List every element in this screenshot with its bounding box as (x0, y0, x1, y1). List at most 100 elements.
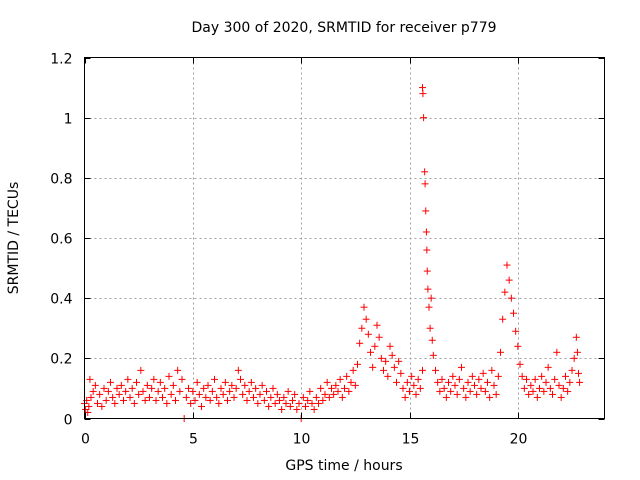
data-point (191, 396, 199, 404)
data-point (124, 375, 132, 383)
data-point (310, 405, 318, 413)
data-point (334, 387, 342, 395)
data-point (89, 387, 97, 395)
data-point (230, 393, 238, 401)
data-point (343, 372, 351, 380)
data-point (473, 390, 481, 398)
chart-title: Day 300 of 2020, SRMTID for receiver p77… (191, 20, 496, 36)
data-point (115, 390, 123, 398)
data-point (382, 357, 390, 365)
data-point (424, 285, 432, 293)
y-tick-label: 0.4 (50, 292, 72, 308)
data-point (428, 336, 436, 344)
data-point (135, 390, 143, 398)
data-point (178, 375, 186, 383)
data-point (252, 384, 260, 392)
data-point (91, 381, 99, 389)
data-point (384, 372, 392, 380)
x-tick-label: 10 (293, 432, 311, 448)
data-point (358, 324, 366, 332)
data-point (531, 375, 539, 383)
data-point (286, 402, 294, 410)
data-point (347, 378, 355, 386)
data-point (475, 375, 483, 383)
data-point (302, 402, 309, 410)
data-point (284, 387, 292, 395)
data-point (215, 399, 223, 407)
data-point (100, 384, 108, 392)
data-point (85, 402, 93, 410)
data-point (468, 372, 476, 380)
data-point (130, 399, 138, 407)
data-point (451, 381, 459, 389)
data-point (447, 387, 455, 395)
data-point (388, 351, 396, 359)
data-point (328, 384, 335, 392)
data-point (159, 393, 166, 401)
data-point (267, 393, 275, 401)
data-point (419, 366, 426, 374)
data-point (174, 366, 182, 374)
data-point (319, 396, 327, 404)
axis-ticks: 0 5 10 15 20 0 0.2 0.4 0.6 0.8 1 1.2 (50, 52, 605, 448)
data-point (226, 387, 234, 395)
data-point (273, 390, 281, 398)
data-point (176, 387, 184, 395)
data-point (139, 387, 147, 395)
data-point (265, 402, 273, 410)
data-point (546, 384, 554, 392)
data-point (486, 393, 494, 401)
data-point (321, 390, 329, 398)
data-point (133, 378, 140, 386)
data-point (488, 366, 496, 374)
data-point (516, 360, 524, 368)
data-point (406, 387, 413, 395)
data-point (148, 384, 156, 392)
data-point (397, 369, 405, 377)
data-point (494, 372, 502, 380)
data-point (375, 333, 383, 341)
data-point (445, 378, 452, 386)
data-point (551, 375, 559, 383)
data-point (213, 393, 221, 401)
data-point (349, 366, 357, 374)
data-point (325, 393, 333, 401)
data-point (423, 246, 431, 254)
data-point (568, 366, 576, 374)
data-point (575, 369, 582, 377)
data-point (120, 396, 127, 404)
data-point (425, 303, 433, 311)
data-point (193, 378, 201, 386)
data-point (514, 342, 522, 350)
data-point (198, 402, 205, 410)
data-point (271, 399, 279, 407)
data-point (449, 372, 457, 380)
data-point (206, 396, 214, 404)
data-point (332, 381, 340, 389)
data-point (529, 387, 537, 395)
data-point (293, 405, 301, 413)
data-point (156, 378, 164, 386)
data-point (390, 363, 398, 371)
data-point (462, 393, 470, 401)
data-point (507, 294, 515, 302)
data-point (559, 384, 567, 392)
data-point (280, 393, 288, 401)
grid-lines (84, 57, 605, 419)
data-point (538, 372, 546, 380)
data-point (330, 390, 338, 398)
data-point (306, 387, 314, 395)
data-point (254, 399, 262, 407)
data-point (416, 384, 424, 392)
data-point (484, 378, 491, 386)
data-point (393, 378, 400, 386)
data-point (312, 393, 320, 401)
data-point (419, 84, 426, 92)
data-point (544, 363, 552, 371)
data-point (289, 396, 296, 404)
data-point (536, 384, 543, 392)
data-point (154, 387, 162, 395)
data-point (460, 384, 468, 392)
data-point (501, 288, 509, 296)
data-point (422, 207, 430, 215)
